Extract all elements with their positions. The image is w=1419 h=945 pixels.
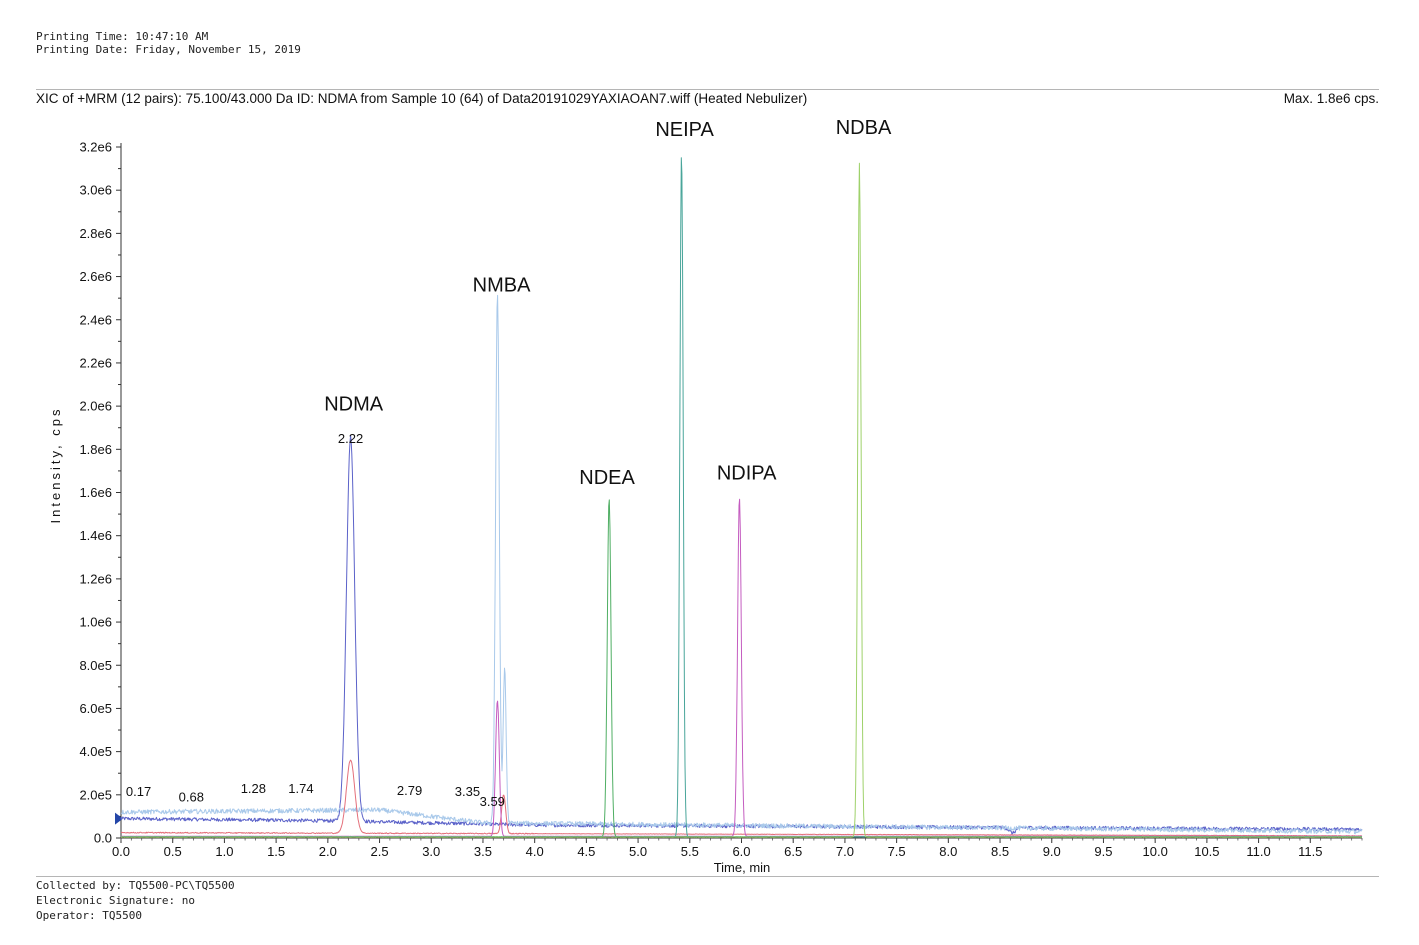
x-tick-label: 4.0 [526, 844, 544, 859]
x-tick-label: 3.5 [474, 844, 492, 859]
y-tick-label: 6.0e5 [79, 701, 112, 716]
x-tick-label: 10.0 [1143, 844, 1168, 859]
y-tick-label: 1.2e6 [79, 571, 112, 586]
traces [120, 157, 1363, 838]
y-tick-label: 2.0e6 [79, 399, 112, 414]
x-tick-label: 2.0 [319, 844, 337, 859]
threshold-marker [115, 812, 123, 825]
peak-rt-label: 3.59 [480, 794, 505, 809]
x-tick-label: 1.5 [267, 844, 285, 859]
x-tick-label: 5.5 [681, 844, 699, 859]
y-tick-label: 1.6e6 [79, 485, 112, 500]
y-tick-label: 2.4e6 [79, 312, 112, 327]
y-tick-label: 2.6e6 [79, 269, 112, 284]
peak-labels: 0.17 0.68 1.28 1.74 2.22 2.79 3.353.59 NDMA NMBA… [126, 117, 892, 809]
y-tick-label: 2.2e6 [79, 355, 112, 370]
compound-annotation: NMBA [473, 275, 531, 297]
peak-rt-label: 3.35 [455, 784, 480, 799]
x-tick-label: 0.0 [112, 844, 130, 859]
y-tick-label: 1.8e6 [79, 442, 112, 457]
x-tick-label: 6.5 [784, 844, 802, 859]
axes: 0.0 2.0e5 4.0e5 6.0e5 8.0e5 1.0e6 1.2e6 1.4e6 1.… [79, 140, 1363, 859]
compound-annotation: NDBA [836, 117, 892, 139]
x-tick-label: 2.5 [371, 844, 389, 859]
bottom-rule [36, 876, 1379, 877]
series-trace-7 [120, 162, 1362, 838]
compound-annotation: NEIPA [655, 119, 714, 141]
max-intensity-label: Max. 1.8e6 cps. [1283, 91, 1379, 106]
y-tick-label: 2.0e5 [79, 787, 112, 802]
y-tick-label: 2.8e6 [79, 226, 112, 241]
x-tick-label: 8.5 [991, 844, 1009, 859]
compound-annotation: NDMA [324, 393, 384, 415]
y-tick-label: 1.0e6 [79, 615, 112, 630]
printing-date: Printing Date: Friday, November 15, 2019 [36, 43, 301, 56]
x-tick-label: 0.5 [164, 844, 182, 859]
x-tick-label: 7.0 [836, 844, 854, 859]
y-tick-label: 3.0e6 [79, 183, 112, 198]
x-tick-label: 11.0 [1246, 844, 1270, 859]
peak-rt-label: 2.79 [397, 783, 422, 798]
series-trace-3 [120, 759, 1363, 837]
x-tick-label: 11.5 [1298, 844, 1322, 859]
collected-by: Collected by: TQ5500-PC\TQ5500 [36, 879, 235, 892]
peak-rt-label: 2.22 [338, 431, 363, 446]
x-tick-label: 8.0 [939, 844, 957, 859]
peak-rt-label: 0.68 [179, 790, 204, 805]
printing-time: Printing Time: 10:47:10 AM [36, 30, 209, 43]
top-rule [36, 89, 1379, 90]
x-tick-label: 10.5 [1194, 844, 1219, 859]
peak-rt-label: 1.28 [241, 781, 266, 796]
x-tick-label: 6.0 [732, 844, 750, 859]
peak-rt-label: 1.74 [288, 781, 313, 796]
compound-annotation: NDEA [579, 467, 635, 489]
y-tick-label: 4.0e5 [79, 744, 112, 759]
x-tick-label: 4.5 [577, 844, 595, 859]
compound-annotation: NDIPA [717, 463, 777, 485]
x-tick-label: 5.0 [629, 844, 647, 859]
x-axis-label: Time, min [714, 860, 771, 875]
electronic-signature: Electronic Signature: no [36, 894, 195, 907]
operator: Operator: TQ5500 [36, 909, 142, 922]
y-tick-label: 8.0e5 [79, 658, 112, 673]
series-trace-2 [120, 294, 1363, 835]
x-tick-label: 9.5 [1094, 844, 1112, 859]
peak-rt-label: 0.17 [126, 784, 151, 799]
x-tick-label: 9.0 [1043, 844, 1061, 859]
x-tick-label: 3.0 [422, 844, 440, 859]
y-axis-label: Intensity, cps [48, 407, 63, 524]
y-tick-label: 0.0 [94, 831, 112, 846]
y-tick-label: 1.4e6 [79, 528, 112, 543]
plot-title: XIC of +MRM (12 pairs): 75.100/43.000 Da… [36, 91, 808, 106]
y-tick-label: 3.2e6 [79, 140, 112, 155]
x-tick-label: 1.0 [215, 844, 233, 859]
series-trace-6 [121, 157, 1362, 838]
x-tick-label: 7.5 [888, 844, 906, 859]
